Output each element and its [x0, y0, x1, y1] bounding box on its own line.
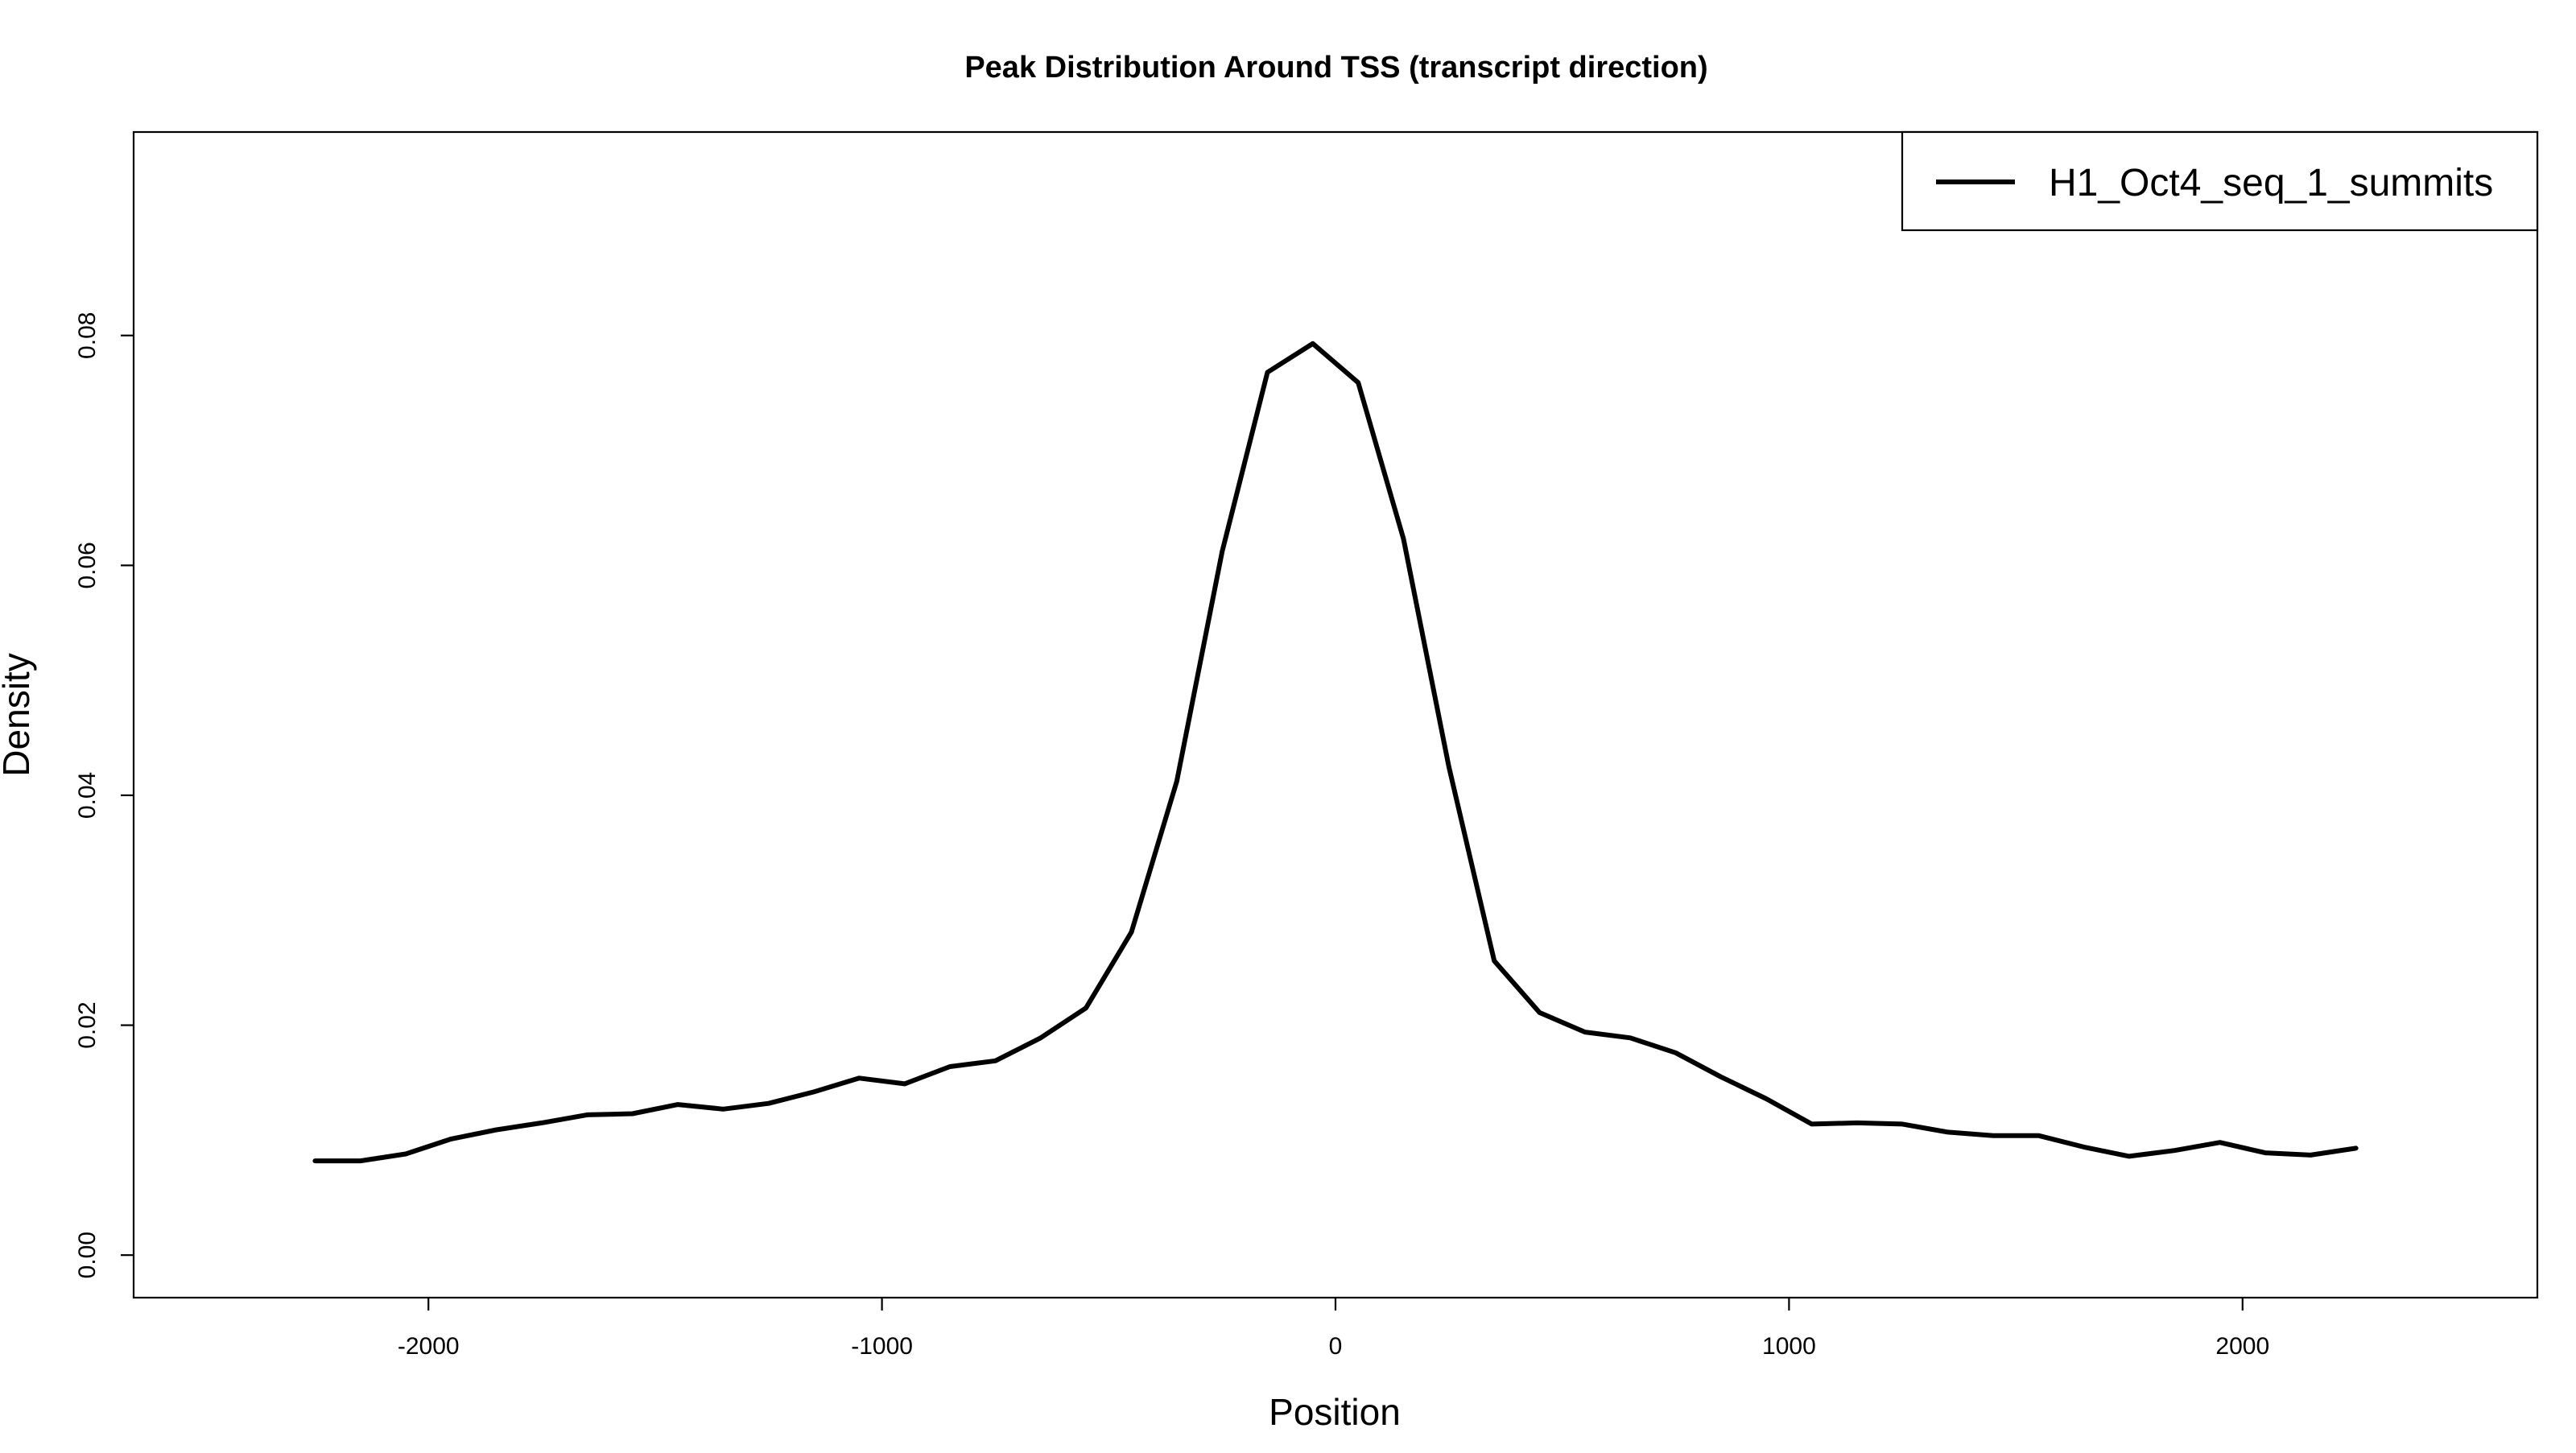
y-axis: 0.00 0.02 0.04 0.06 0.08 [74, 312, 134, 1278]
x-axis-label: Position [1269, 1391, 1401, 1433]
y-tick-label: 0.08 [74, 312, 101, 359]
x-tick-label: 1000 [1762, 1333, 1816, 1360]
legend-box [1901, 130, 2539, 232]
legend: H1_Oct4_seq_1_summits [1901, 130, 2539, 232]
series-layer [312, 341, 2359, 1164]
x-axis: -2000 -1000 0 1000 2000 [398, 1298, 2269, 1360]
x-tick-label: 2000 [2215, 1333, 2269, 1360]
y-axis-label: Density [0, 653, 37, 776]
x-tick-label: -1000 [851, 1333, 913, 1360]
y-tick-label: 0.02 [74, 1001, 101, 1048]
plot-frame [132, 130, 2539, 1299]
y-tick-label: 0.00 [74, 1232, 101, 1278]
legend-series-label: H1_Oct4_seq_1_summits [2049, 162, 2493, 204]
x-tick-label: 0 [1329, 1333, 1343, 1360]
x-tick-label: -2000 [398, 1333, 460, 1360]
y-tick-label: 0.04 [74, 772, 101, 819]
series-line [312, 341, 2359, 1164]
chart-title: Peak Distribution Around TSS (transcript… [964, 51, 1707, 85]
y-tick-label: 0.06 [74, 542, 101, 588]
